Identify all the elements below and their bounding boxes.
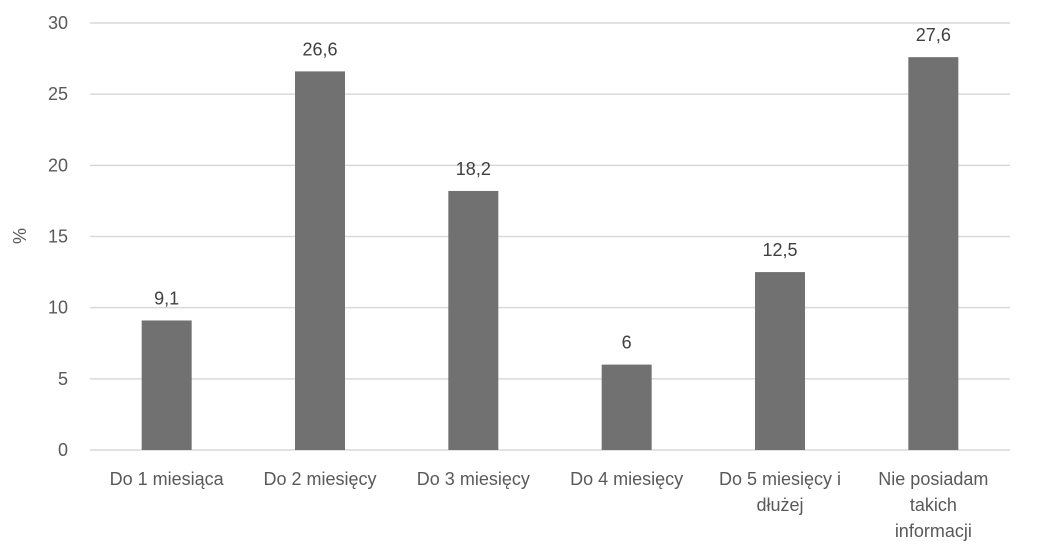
x-category-label-line: Do 3 miesięcy	[417, 469, 530, 489]
x-category-label: Nie posiadam takich informacji	[878, 469, 988, 541]
bar	[908, 57, 959, 450]
x-category-label-line: Do 2 miesięcy	[263, 469, 376, 489]
y-tick-label: 20	[48, 155, 68, 175]
x-category-label-line: Do 4 miesięcy	[570, 469, 683, 489]
bars	[141, 57, 959, 450]
y-tick-label: 25	[48, 84, 68, 104]
x-category-label-line: dłużej	[756, 495, 803, 515]
bar	[295, 71, 345, 450]
y-tick-label: 5	[58, 369, 68, 389]
x-category-label: Do 5 miesięcy i dłużej	[719, 469, 841, 515]
x-category-label-line: Nie posiadam	[878, 469, 988, 489]
data-label: 9,1	[154, 288, 179, 308]
y-tick-label: 10	[48, 298, 68, 318]
y-tick-label: 30	[48, 13, 68, 33]
y-axis-ticks: 0 5 10 15 20 25 30	[48, 13, 68, 460]
x-category-label: Do 4 miesięcy	[570, 469, 683, 489]
data-label: 26,6	[302, 39, 337, 59]
x-category-label-line: Do 5 miesięcy i	[719, 469, 841, 489]
bar	[755, 272, 805, 450]
x-category-label: Do 3 miesięcy	[417, 469, 530, 489]
data-label: 6	[622, 333, 632, 353]
x-category-label: Do 2 miesięcy	[263, 469, 376, 489]
gridlines	[90, 22, 1010, 451]
x-category-label-line: takich	[910, 495, 957, 515]
data-label: 12,5	[762, 240, 797, 260]
x-category-label-line: informacji	[895, 521, 972, 541]
data-label: 27,6	[916, 25, 951, 45]
bar	[141, 320, 192, 450]
x-category-label-line: Do 1 miesiąca	[110, 469, 225, 489]
x-axis-categories: Do 1 miesiąca Do 2 miesięcy Do 3 miesięcy D…	[110, 469, 989, 541]
data-labels: 9,1 26,6 18,2 6 12,5 27,6	[154, 25, 951, 352]
bar	[448, 190, 499, 450]
data-label: 18,2	[456, 159, 491, 179]
bar	[601, 364, 652, 450]
y-tick-label: 0	[58, 440, 68, 460]
x-category-label: Do 1 miesiąca	[110, 469, 225, 489]
y-axis-title: %	[10, 228, 30, 244]
y-tick-label: 15	[48, 227, 68, 247]
